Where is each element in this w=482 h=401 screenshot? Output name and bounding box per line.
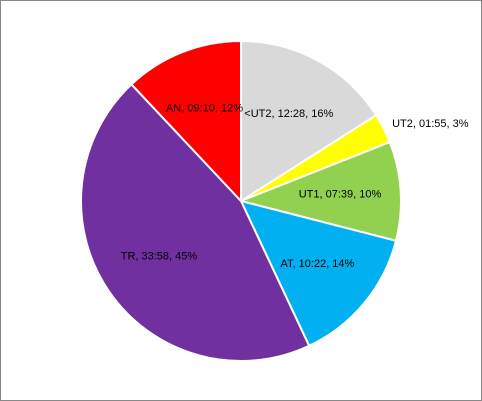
data-label: AT, 10:22, 14% — [281, 258, 355, 270]
pie-slice — [237, 140, 402, 243]
data-label: <UT2, 12:28, 16% — [244, 108, 333, 120]
pie-slice — [130, 39, 242, 204]
data-label: TR, 33:58, 45% — [121, 251, 198, 263]
data-label: AN, 09:10, 12% — [166, 103, 243, 115]
pie-slice — [80, 82, 311, 362]
pie-slice — [240, 39, 378, 203]
data-label: UT2, 01:55, 3% — [392, 118, 469, 130]
pie-slice — [239, 199, 398, 348]
data-label: UT1, 07:39, 10% — [299, 189, 382, 201]
